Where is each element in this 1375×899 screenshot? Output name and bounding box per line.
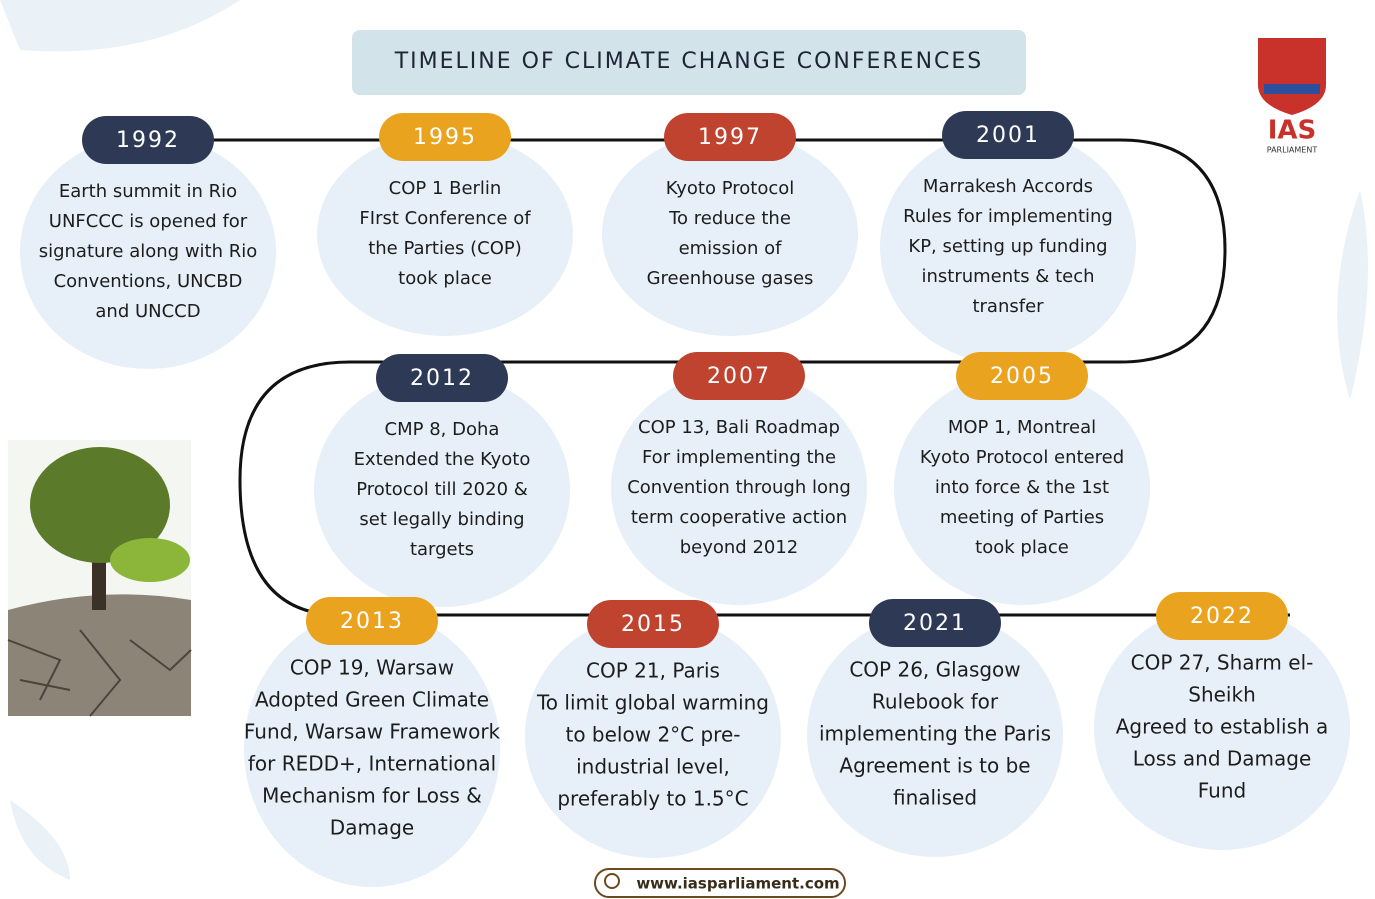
event-year: 2001 — [976, 123, 1040, 148]
event-year: 2012 — [410, 366, 474, 391]
event-text: Fund — [1198, 779, 1246, 803]
event-text: UNFCCC is opened for — [49, 211, 248, 232]
event: 2007 COP 13, Bali Roadmap For implementing… — [611, 352, 867, 605]
logo: IAS PARLIAMENT — [1258, 38, 1326, 155]
logo-shield — [1258, 38, 1326, 115]
infographic: TIMELINE OF CLIMATE CHANGE CONFERENCES I… — [0, 0, 1375, 899]
event-text: Kyoto Protocol entered — [920, 447, 1124, 468]
event-bubble — [317, 132, 573, 336]
event-text: KP, setting up funding — [908, 236, 1107, 257]
event-text: Loss and Damage — [1133, 747, 1312, 771]
event: 1992 Earth summit in Rio UNFCCC is opened … — [20, 116, 276, 369]
event-year: 2013 — [340, 609, 404, 634]
event-text: To reduce the — [668, 208, 791, 229]
event-bubble — [244, 611, 500, 887]
event: 1995 COP 1 Berlin FIrst Conference of the P… — [317, 113, 573, 336]
event: 2021 COP 26, Glasgow Rulebook for implement… — [807, 599, 1063, 857]
event-text: Marrakesh Accords — [923, 176, 1093, 197]
event-text: Damage — [330, 816, 414, 840]
tree-image — [8, 440, 191, 716]
event-text: For implementing the — [642, 447, 836, 468]
event-year: 1997 — [698, 125, 762, 150]
event: 2001 Marrakesh Accords Rules for implement… — [880, 111, 1136, 364]
event-text: targets — [410, 539, 474, 560]
event-text: industrial level, — [576, 755, 730, 779]
event-text: for REDD+, International — [248, 752, 496, 776]
event: 2005 MOP 1, Montreal Kyoto Protocol entere… — [894, 352, 1150, 605]
event-text: Mechanism for Loss & — [262, 784, 482, 808]
event-year: 2022 — [1190, 604, 1254, 629]
event-text: Earth summit in Rio — [59, 181, 237, 202]
grass — [110, 538, 190, 582]
event-text: implementing the Paris — [819, 722, 1051, 746]
event-text: took place — [975, 537, 1069, 558]
event-text: the Parties (COP) — [368, 238, 522, 259]
event-text: MOP 1, Montreal — [948, 417, 1096, 438]
event-text: FIrst Conference of — [359, 208, 531, 229]
event-text: COP 21, Paris — [586, 659, 720, 683]
event-text: COP 19, Warsaw — [290, 656, 454, 680]
event-text: preferably to 1.5°C — [557, 787, 748, 811]
event-text: instruments & tech — [921, 266, 1094, 287]
event-text: Sheikh — [1188, 683, 1256, 707]
event-text: CMP 8, Doha — [385, 419, 500, 440]
event-text: Extended the Kyoto — [354, 449, 531, 470]
event-text: Rules for implementing — [903, 206, 1113, 227]
event-year: 2021 — [903, 611, 967, 636]
event-text: Greenhouse gases — [647, 268, 814, 289]
decor — [1337, 190, 1368, 400]
event-text: Convention through long — [627, 477, 851, 498]
event-text: Agreement is to be — [839, 754, 1030, 778]
event-text: Conventions, UNCBD — [54, 271, 243, 292]
event-text: set legally binding — [359, 509, 524, 530]
event-text: beyond 2012 — [680, 537, 799, 558]
event-text: signature along with Rio — [39, 241, 258, 262]
event: 2012 CMP 8, Doha Extended the Kyoto Protoco… — [314, 354, 570, 607]
event-text: Fund, Warsaw Framework — [244, 720, 501, 744]
footer-url: www.iasparliament.com — [636, 875, 839, 893]
event-year: 1992 — [116, 128, 180, 153]
event-year: 2007 — [707, 364, 771, 389]
decor — [0, 0, 240, 51]
title: TIMELINE OF CLIMATE CHANGE CONFERENCES — [394, 49, 984, 74]
logo-name: IAS — [1268, 116, 1317, 146]
event-year: 2015 — [621, 612, 685, 637]
footer: www.iasparliament.com — [595, 869, 845, 897]
event-text: COP 1 Berlin — [389, 178, 502, 199]
event-text: into force & the 1st — [935, 477, 1109, 498]
event-text: COP 26, Glasgow — [849, 658, 1020, 682]
event: 2015 COP 21, Paris To limit global warming… — [525, 600, 781, 858]
event-text: emission of — [679, 238, 783, 259]
event-text: Agreed to establish a — [1116, 715, 1329, 739]
event-text: and UNCCD — [95, 301, 200, 322]
event-bubble — [602, 132, 858, 336]
event-text: transfer — [972, 296, 1044, 317]
event-text: took place — [398, 268, 492, 289]
event-text: meeting of Parties — [940, 507, 1104, 528]
logo-subtitle: PARLIAMENT — [1267, 146, 1318, 155]
event: 2022 COP 27, Sharm el- Sheikh Agreed to est… — [1094, 592, 1350, 850]
event-text: Kyoto Protocol — [666, 178, 795, 199]
event-text: to below 2°C pre- — [566, 723, 741, 747]
event-text: To limit global warming — [536, 691, 769, 715]
event: 1997 Kyoto Protocol To reduce the emission … — [602, 113, 858, 336]
event: 2013 COP 19, Warsaw Adopted Green Climate F… — [244, 597, 501, 887]
event-text: COP 13, Bali Roadmap — [638, 417, 840, 438]
logo-band — [1264, 84, 1320, 94]
event-text: finalised — [893, 786, 977, 810]
event-text: Rulebook for — [872, 690, 999, 714]
event-year: 1995 — [413, 125, 477, 150]
event-year: 2005 — [990, 364, 1054, 389]
event-text: Protocol till 2020 & — [356, 479, 528, 500]
event-text: term cooperative action — [631, 507, 847, 528]
decor — [10, 800, 70, 880]
event-text: Adopted Green Climate — [255, 688, 489, 712]
event-text: COP 27, Sharm el- — [1131, 651, 1314, 675]
